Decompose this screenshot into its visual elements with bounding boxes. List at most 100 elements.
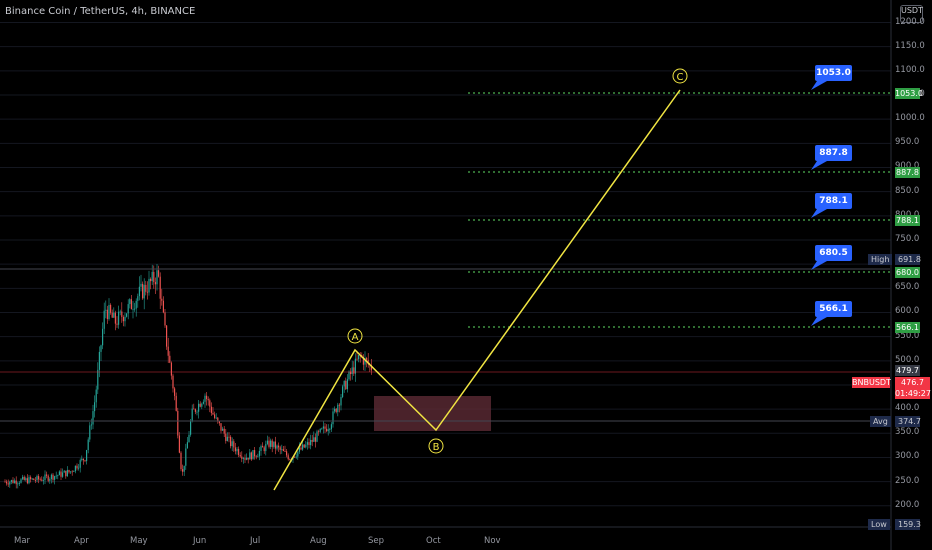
candle-body [71, 471, 73, 473]
candle-body [206, 395, 208, 400]
candle-body [100, 345, 102, 352]
candle-body [55, 475, 57, 477]
candle-body [151, 271, 153, 282]
candle-body [169, 355, 171, 363]
candle-body [138, 286, 140, 297]
price-tick-label: 1000.0 [895, 113, 925, 124]
candle-body [116, 323, 118, 325]
low-value: 159.3 [895, 519, 921, 530]
symbol-tag: BNBUSDT [852, 377, 891, 388]
wave-marker-b: B [428, 438, 444, 454]
price-tick-label: 750.0 [895, 233, 920, 244]
wave-label-c: C [677, 72, 684, 83]
candle-body [28, 477, 30, 484]
candle-body [23, 476, 25, 480]
time-tick-label: Nov [484, 536, 501, 546]
candle-body [332, 411, 334, 425]
target-callout[interactable]: 566.1 [815, 301, 852, 317]
price-tick-label: 900.0 [895, 161, 931, 171]
candle-body [25, 478, 27, 480]
candle-body [60, 471, 62, 477]
candle-body [236, 448, 238, 452]
candle-body [132, 308, 134, 310]
candle-body [166, 325, 168, 347]
candle-body [172, 375, 174, 389]
candle-body [318, 431, 320, 433]
price-tick-label: 250.0 [895, 475, 920, 486]
candle-body [278, 445, 280, 448]
candle-body [159, 276, 161, 299]
target-callout[interactable]: 680.5 [815, 245, 852, 261]
candle-body [113, 312, 115, 318]
candle-body [110, 304, 112, 313]
candle-body [84, 460, 86, 462]
wave-marker-c: C [672, 68, 688, 84]
candle-body [65, 470, 67, 477]
candle-body [252, 450, 254, 460]
candle-body [150, 278, 152, 282]
candle-body [47, 475, 49, 481]
candle-body [164, 312, 166, 326]
candle-body [156, 270, 158, 285]
target-lines [468, 81, 890, 328]
price-tick-label: 950.0 [895, 137, 920, 148]
avg-label: Avg [870, 416, 891, 427]
candle-body [321, 428, 323, 430]
callout-pointer [811, 161, 827, 170]
candle-body [233, 441, 235, 448]
candle-body [58, 471, 60, 476]
time-tick-label: Apr [74, 536, 89, 546]
candle-body [246, 457, 248, 460]
candle-body [42, 480, 44, 481]
candle-body [177, 410, 179, 436]
candle-body [271, 440, 273, 447]
wave-path [273, 89, 681, 491]
avg-value: 374.7 [895, 416, 921, 427]
candle-body [302, 444, 304, 450]
candle-body [145, 284, 147, 292]
candle-body [102, 328, 104, 346]
chart-grid [0, 22, 891, 507]
target-callout[interactable]: 788.1 [815, 193, 852, 209]
candle-body [345, 380, 347, 390]
candle-body [287, 455, 289, 460]
candle-body [106, 309, 108, 319]
candle-body [180, 452, 182, 470]
candle-body [74, 465, 76, 472]
candle-body [6, 481, 8, 484]
candle-body [303, 444, 305, 448]
time-tick-label: Oct [426, 536, 441, 546]
candle-body [234, 447, 236, 452]
candle-body [194, 409, 196, 412]
candle-body [15, 480, 17, 485]
candle-body [89, 425, 91, 440]
candle-body [143, 284, 145, 299]
currency-button[interactable]: USDT [900, 5, 923, 23]
candle-body [9, 481, 11, 485]
candle-body [247, 457, 249, 460]
target-callout[interactable]: 887.8 [815, 145, 852, 161]
candle-body [33, 478, 35, 481]
candle-body [124, 316, 126, 322]
candle-body [265, 443, 267, 452]
candle-body [12, 480, 14, 484]
candle-body [162, 300, 164, 313]
time-tick-label: Jul [250, 536, 261, 546]
candle-body [94, 402, 96, 412]
candle-body [326, 428, 328, 432]
candle-body [126, 313, 128, 317]
candle-body [334, 408, 336, 412]
candle-body [18, 482, 20, 484]
candle-body [279, 447, 281, 450]
candles [4, 264, 372, 489]
price-tick-label: 200.0 [895, 499, 920, 510]
candle-body [105, 309, 107, 311]
candle-body [39, 479, 41, 481]
candle-body [314, 437, 316, 442]
candle-body [137, 296, 139, 301]
price-tick-label: 800.0 [895, 210, 931, 220]
target-callout[interactable]: 1053.0 [815, 65, 852, 81]
candle-body [183, 465, 185, 472]
candle-body [364, 357, 366, 365]
